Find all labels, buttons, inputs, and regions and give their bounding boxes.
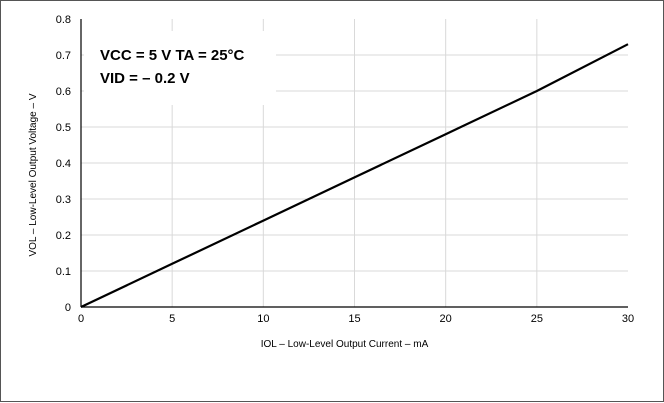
x-tick-label: 10 [257,313,269,325]
annotation-vid: VID = – 0.2 V [100,70,190,87]
y-tick-label: 0 [65,302,71,314]
annotation-box [84,31,276,105]
y-tick-label: 0.1 [56,266,71,278]
x-tick-label: 5 [169,313,175,325]
y-tick-label: 0.2 [56,230,71,242]
y-tick-label: 0.4 [56,158,71,170]
y-tick-labels: 0 0.1 0.2 0.3 0.4 0.5 0.6 0.7 0.8 [56,14,71,314]
annotation-conditions: VCC = 5 V TA = 25°C [100,47,245,64]
x-axis-label: IOL – Low-Level Output Current – mA [261,339,429,350]
y-tick-label: 0.3 [56,194,71,206]
series-layer [80,43,629,308]
x-tick-label: 30 [622,313,634,325]
y-tick-label: 0.8 [56,14,71,26]
x-tick-label: 0 [78,313,84,325]
x-tick-labels: 0 5 10 15 20 25 30 [78,313,634,325]
x-tick-label: 20 [440,313,452,325]
y-tick-label: 0.7 [56,50,71,62]
x-tick-label: 15 [348,313,360,325]
series-line [80,43,629,308]
x-tick-label: 25 [531,313,543,325]
y-tick-label: 0.5 [56,122,71,134]
y-tick-label: 0.6 [56,86,71,98]
plot-axes [80,19,628,308]
y-axis-label: VOL – Low-Level Output Voltage – V [28,93,39,256]
